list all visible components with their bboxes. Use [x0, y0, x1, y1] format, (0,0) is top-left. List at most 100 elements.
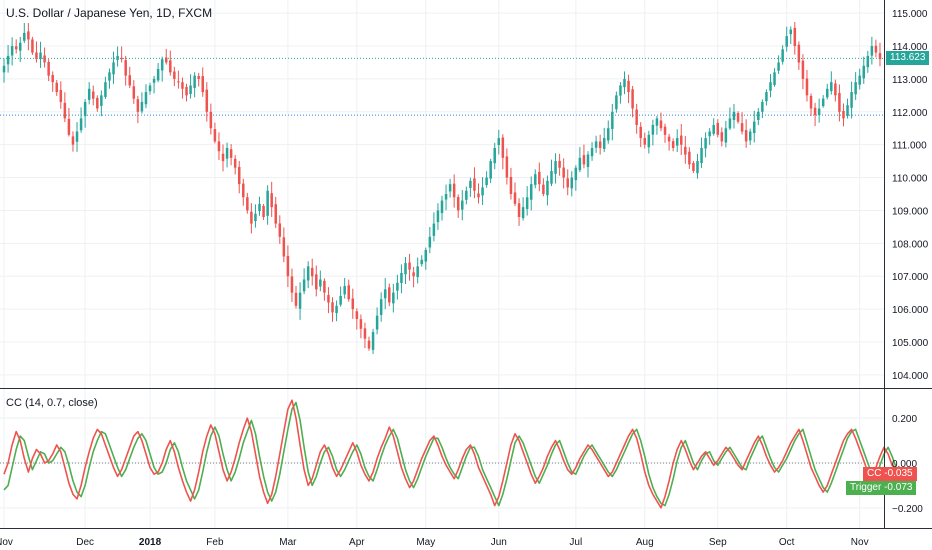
trigger-tag-label: Trigger — [850, 482, 882, 493]
candle-body — [643, 137, 647, 145]
candle-body — [258, 203, 261, 212]
candle-body — [286, 255, 290, 277]
candle-body — [424, 249, 428, 262]
candle-body — [753, 121, 756, 134]
candle-body — [440, 200, 444, 214]
candle-body — [351, 298, 355, 310]
trigger-value-tag: Trigger -0.073 — [846, 481, 917, 495]
candle-body — [237, 167, 241, 185]
candle-body — [444, 194, 448, 200]
candle-body — [594, 141, 598, 148]
candle-body — [777, 62, 780, 71]
time-tick-label: Feb — [206, 537, 224, 548]
candle-body — [120, 57, 123, 60]
candle-body — [473, 178, 476, 191]
candle-body — [789, 29, 793, 35]
candle-body — [801, 60, 805, 79]
candle-body — [813, 107, 817, 116]
time-tick-label: Sep — [709, 537, 727, 548]
candle-body — [108, 72, 111, 81]
candle-body — [169, 60, 172, 73]
candle-body — [229, 149, 233, 158]
candle-body — [805, 78, 809, 96]
candle-body — [100, 95, 103, 106]
candle-body — [181, 82, 184, 89]
time-tick-label: Aug — [636, 537, 654, 548]
candle-body — [18, 42, 22, 51]
trigger-series-line — [3, 401, 901, 507]
candle-body — [716, 122, 720, 135]
candle-body — [396, 282, 399, 291]
candle-body — [704, 138, 707, 149]
candle-body — [388, 287, 391, 303]
price-tick-label: 108.000 — [892, 239, 929, 250]
candle-body — [615, 95, 618, 110]
candle-body — [529, 184, 533, 200]
candle-body — [39, 52, 42, 60]
candle-body — [173, 71, 176, 79]
candle-body — [821, 98, 825, 107]
candle-body — [623, 78, 626, 88]
candle-body — [71, 136, 75, 145]
candle-body — [189, 85, 192, 94]
candle-body — [562, 167, 565, 178]
candle-body — [75, 131, 79, 142]
candle-body — [635, 109, 638, 125]
cc-tag-label: CC — [867, 468, 882, 479]
candle-body — [481, 187, 484, 196]
candle-body — [574, 167, 578, 181]
candle-body — [193, 75, 196, 88]
trigger-tag-value: -0.073 — [884, 482, 913, 493]
candle-body — [696, 161, 699, 174]
candle-body — [400, 272, 403, 284]
candle-body — [404, 263, 407, 275]
candle-body — [104, 82, 107, 97]
candle-body — [67, 118, 71, 135]
candle-body — [323, 280, 326, 293]
candle-body — [602, 138, 606, 149]
candle-body — [663, 126, 667, 135]
candle-body — [302, 279, 306, 292]
candle-body — [854, 82, 857, 95]
candle-body — [148, 85, 152, 92]
candle-body — [282, 237, 286, 257]
candle-body — [590, 147, 594, 157]
candle-body — [692, 163, 695, 171]
candle-body — [744, 130, 748, 142]
candle-body — [732, 111, 736, 121]
candle-body — [878, 53, 882, 60]
chart-title: U.S. Dollar / Japanese Yen, 1D, FXCM — [6, 6, 213, 20]
candle-body — [306, 266, 310, 281]
candle-body — [132, 86, 136, 99]
candle-body — [270, 193, 273, 208]
candle-body — [448, 184, 452, 192]
candle-body — [383, 289, 387, 299]
candle-body — [838, 92, 841, 112]
candle-body — [680, 135, 683, 145]
candle-body — [817, 108, 821, 116]
candle-body — [6, 55, 10, 65]
candle-body — [177, 81, 180, 83]
candle-body — [59, 90, 63, 102]
candle-body — [842, 110, 845, 119]
candle-body — [578, 157, 582, 171]
indicator-tick-label: 0.000 — [892, 459, 917, 470]
candle-body — [47, 61, 50, 76]
candle-body — [51, 74, 54, 83]
last-price-tag: 113.623 — [886, 51, 930, 66]
time-tick-label: May — [416, 537, 435, 548]
candle-body — [724, 128, 728, 143]
candle-body — [542, 184, 545, 194]
candle-body — [152, 78, 156, 83]
time-tick-label: Mar — [279, 537, 297, 548]
candle-body — [79, 118, 83, 131]
candle-body — [708, 131, 711, 137]
candle-body — [359, 319, 363, 329]
candle-body — [493, 147, 496, 164]
candle-body — [278, 223, 282, 237]
candle-body — [781, 49, 784, 62]
candle-body — [315, 274, 318, 290]
candle-body — [375, 315, 379, 330]
candle-body — [87, 88, 91, 100]
candle-body — [201, 76, 204, 93]
